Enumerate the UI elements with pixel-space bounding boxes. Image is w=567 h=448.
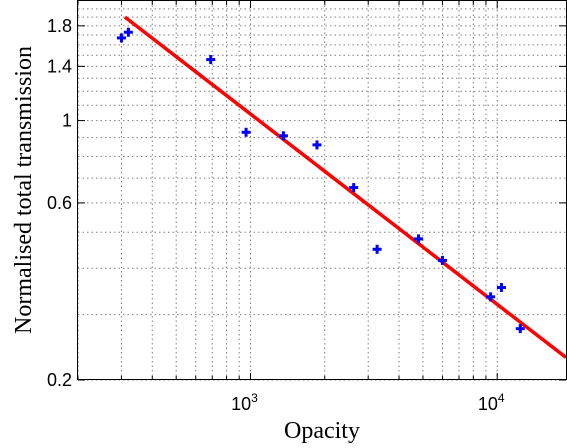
fit-line bbox=[123, 15, 567, 359]
data-point bbox=[515, 324, 525, 334]
data-point bbox=[116, 33, 126, 43]
y-tick-label: 0.6 bbox=[47, 193, 72, 213]
data-point bbox=[278, 131, 288, 141]
y-tick-label: 1 bbox=[62, 111, 72, 131]
data-point bbox=[241, 127, 251, 137]
x-tick-label-exponent: 3 bbox=[251, 391, 258, 405]
plot-frame bbox=[77, 0, 567, 380]
x-tick-label: 103 bbox=[231, 391, 258, 414]
x-tick-label-exponent: 4 bbox=[498, 391, 505, 405]
data-point bbox=[206, 55, 216, 65]
data-point bbox=[372, 244, 382, 254]
y-tick-label: 1.8 bbox=[47, 16, 72, 36]
data-points bbox=[116, 27, 525, 334]
x-tick-label-base: 10 bbox=[231, 394, 251, 414]
data-point bbox=[349, 183, 359, 193]
data-point bbox=[437, 255, 447, 265]
data-point bbox=[496, 283, 506, 293]
data-point bbox=[312, 140, 322, 150]
grid bbox=[77, 1, 566, 381]
x-tick-label: 104 bbox=[478, 391, 505, 414]
data-point bbox=[414, 234, 424, 244]
y-axis-label: Normalised total transmission bbox=[11, 46, 37, 334]
data-point bbox=[123, 27, 133, 37]
x-axis-label: Opacity bbox=[284, 418, 360, 444]
y-tick-label: 1.4 bbox=[47, 56, 72, 76]
y-tick-label: 0.2 bbox=[47, 370, 72, 390]
x-tick-label-base: 10 bbox=[478, 394, 498, 414]
data-point bbox=[486, 292, 496, 302]
fit-line-group bbox=[123, 15, 567, 359]
